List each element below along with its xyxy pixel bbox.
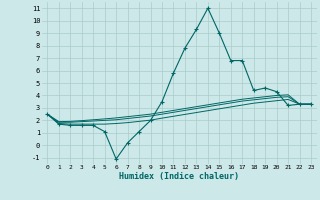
X-axis label: Humidex (Indice chaleur): Humidex (Indice chaleur) <box>119 172 239 181</box>
